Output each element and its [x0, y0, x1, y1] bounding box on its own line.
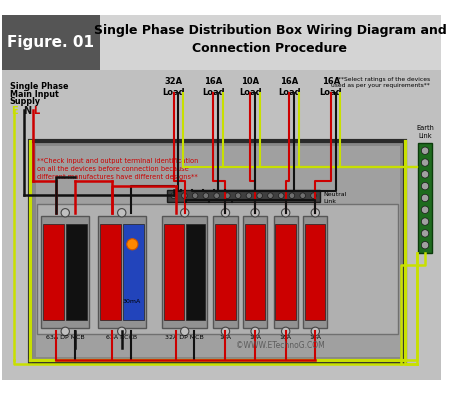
Bar — [36, 146, 400, 357]
Circle shape — [236, 193, 241, 198]
Text: E: E — [11, 106, 18, 116]
Circle shape — [221, 327, 229, 335]
Bar — [123, 224, 144, 320]
Text: 32A
Load: 32A Load — [162, 77, 185, 97]
Circle shape — [61, 209, 69, 217]
Circle shape — [225, 193, 230, 198]
Text: 16A
Load: 16A Load — [202, 77, 225, 97]
Text: Single Phase Distribution Box Wiring Diagram and
Connection Procedure: Single Phase Distribution Box Wiring Dia… — [93, 24, 447, 55]
Bar — [100, 224, 121, 320]
Circle shape — [311, 327, 319, 335]
Bar — [98, 216, 146, 327]
Circle shape — [181, 209, 189, 217]
Circle shape — [421, 229, 429, 237]
Bar — [303, 216, 328, 327]
Circle shape — [127, 239, 138, 250]
Bar — [167, 190, 320, 202]
Bar — [164, 224, 184, 320]
Text: 63A RCCB: 63A RCCB — [106, 335, 137, 340]
Text: 16A
Load: 16A Load — [320, 77, 342, 97]
Text: 10A
Load: 10A Load — [239, 77, 262, 97]
Text: Supply: Supply — [9, 97, 41, 106]
Text: 16A: 16A — [280, 335, 292, 340]
Text: 10A: 10A — [249, 335, 261, 340]
Circle shape — [421, 241, 429, 249]
Circle shape — [282, 327, 290, 335]
Circle shape — [61, 327, 69, 335]
Circle shape — [421, 194, 429, 202]
Circle shape — [257, 193, 263, 198]
Text: ©WWW.ETechnoG.COM: ©WWW.ETechnoG.COM — [236, 341, 325, 350]
Bar — [305, 224, 326, 320]
Bar — [245, 224, 265, 320]
Circle shape — [214, 193, 219, 198]
Circle shape — [203, 193, 209, 198]
Bar — [273, 216, 298, 327]
Circle shape — [118, 209, 126, 217]
Text: 63A DP MCB: 63A DP MCB — [46, 335, 84, 340]
Text: 16A
Load: 16A Load — [278, 77, 301, 97]
Text: **Check input and output terminal identification
on all the devices before conne: **Check input and output terminal identi… — [37, 158, 199, 180]
Circle shape — [268, 193, 273, 198]
Circle shape — [289, 193, 295, 198]
Text: 16A: 16A — [310, 335, 321, 340]
Bar — [275, 224, 296, 320]
Circle shape — [192, 193, 198, 198]
Circle shape — [311, 209, 319, 217]
Text: L: L — [33, 106, 39, 116]
Bar — [163, 216, 207, 327]
Text: 16A: 16A — [219, 335, 231, 340]
Text: Figure. 01: Figure. 01 — [7, 35, 94, 50]
Circle shape — [282, 209, 290, 217]
Text: N: N — [23, 106, 31, 116]
Circle shape — [421, 159, 429, 166]
Circle shape — [171, 193, 176, 198]
Circle shape — [221, 209, 229, 217]
Circle shape — [421, 218, 429, 225]
Circle shape — [278, 193, 284, 198]
Circle shape — [300, 193, 305, 198]
Bar — [2, 15, 100, 70]
Bar — [30, 141, 405, 362]
Bar — [215, 224, 236, 320]
Circle shape — [118, 327, 126, 335]
Text: **Select ratings of the devices
used as per your requirements**: **Select ratings of the devices used as … — [331, 77, 430, 88]
Text: 32A DP MCB: 32A DP MCB — [165, 335, 204, 340]
Bar — [36, 205, 398, 334]
Circle shape — [251, 327, 259, 335]
Circle shape — [246, 193, 252, 198]
Bar — [100, 15, 441, 70]
Circle shape — [421, 182, 429, 190]
Circle shape — [310, 193, 316, 198]
Circle shape — [251, 209, 259, 217]
Text: Main Input: Main Input — [9, 90, 58, 99]
Circle shape — [421, 171, 429, 178]
Circle shape — [181, 327, 189, 335]
Bar — [213, 216, 237, 327]
Bar — [2, 70, 441, 380]
Bar — [66, 224, 88, 320]
Circle shape — [182, 193, 187, 198]
Text: Earth
Link: Earth Link — [416, 125, 434, 139]
Bar — [243, 216, 267, 327]
Circle shape — [421, 206, 429, 213]
Bar — [186, 224, 205, 320]
Bar — [418, 143, 432, 253]
Bar — [41, 216, 89, 327]
Text: Neutral
Link: Neutral Link — [324, 192, 347, 203]
Bar — [43, 224, 64, 320]
Circle shape — [421, 147, 429, 154]
Text: 30mA: 30mA — [122, 299, 140, 304]
Text: Single Phase: Single Phase — [9, 82, 68, 91]
